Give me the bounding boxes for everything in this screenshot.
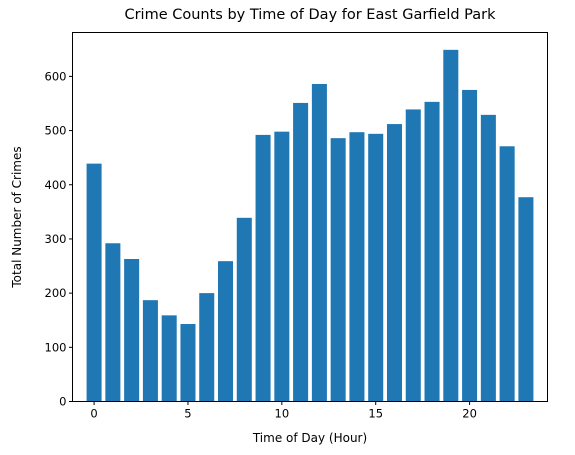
bar-hour-20 bbox=[462, 89, 478, 402]
bar-hour-15 bbox=[368, 133, 384, 402]
bar-hour-7 bbox=[218, 261, 234, 402]
bar-hour-2 bbox=[124, 258, 140, 402]
bar-hour-6 bbox=[199, 293, 215, 402]
bar-hour-14 bbox=[349, 132, 365, 402]
bar-hour-10 bbox=[274, 131, 290, 402]
bar-hour-18 bbox=[424, 101, 440, 402]
bar-hour-23 bbox=[518, 197, 534, 402]
bar-hour-5 bbox=[180, 324, 196, 402]
bar-hour-13 bbox=[330, 138, 346, 402]
x-tick-label: 15 bbox=[368, 407, 383, 421]
bar-hour-3 bbox=[142, 300, 158, 402]
y-tick-label: 200 bbox=[45, 286, 67, 300]
x-tick-label: 10 bbox=[275, 407, 290, 421]
bar-hour-0 bbox=[86, 163, 102, 402]
y-tick-label: 500 bbox=[45, 124, 67, 138]
x-tick-label: 5 bbox=[184, 407, 191, 421]
y-tick-label: 600 bbox=[45, 69, 67, 83]
y-tick-label: 300 bbox=[45, 232, 67, 246]
y-tick-label: 400 bbox=[45, 178, 67, 192]
bar-hour-17 bbox=[405, 109, 421, 402]
chart-title: Crime Counts by Time of Day for East Gar… bbox=[124, 7, 496, 23]
x-tick-label: 20 bbox=[462, 407, 477, 421]
bar-hour-11 bbox=[293, 102, 309, 402]
bar-hour-21 bbox=[480, 114, 496, 402]
y-tick-label: 0 bbox=[59, 395, 66, 409]
bar-hour-9 bbox=[255, 134, 271, 402]
y-axis-label: Total Number of Crimes bbox=[10, 146, 24, 288]
bar-hour-22 bbox=[499, 146, 515, 402]
x-axis-label: Time of Day (Hour) bbox=[252, 431, 367, 445]
y-tick-label: 100 bbox=[45, 340, 67, 354]
bar-hour-1 bbox=[105, 243, 121, 402]
plot-frame bbox=[72, 32, 548, 402]
bar-hour-12 bbox=[311, 83, 327, 402]
bar-hour-19 bbox=[443, 49, 459, 402]
bar-hour-8 bbox=[236, 217, 252, 402]
x-axis-ticks: 0 5 10 15 20 bbox=[90, 401, 477, 421]
bar-hour-16 bbox=[386, 124, 402, 402]
y-axis-ticks: 0 100 200 300 400 500 600 bbox=[45, 69, 73, 409]
x-tick-label: 0 bbox=[90, 407, 97, 421]
bars-group bbox=[86, 49, 534, 402]
bar-hour-4 bbox=[161, 315, 177, 402]
